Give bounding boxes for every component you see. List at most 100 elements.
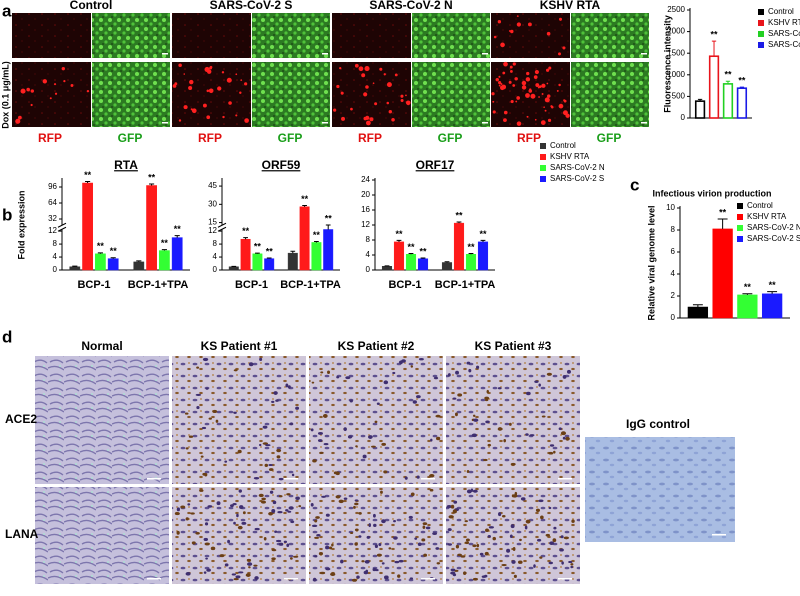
stained-nucleus	[265, 444, 271, 447]
panel-label: c	[630, 175, 639, 194]
rfp-cell	[526, 115, 529, 118]
significance-label: **	[455, 210, 463, 220]
error-bar	[136, 260, 142, 262]
rfp-cell	[516, 121, 522, 126]
rfp-cell	[541, 93, 544, 95]
row-label: ACE2	[5, 412, 37, 426]
stained-nucleus	[298, 505, 302, 508]
stained-nucleus	[319, 451, 324, 454]
rfp-cell	[363, 92, 368, 97]
stained-nucleus	[196, 366, 200, 369]
stained-nucleus	[368, 523, 371, 528]
stained-nucleus	[185, 447, 189, 450]
rfp-cell	[333, 108, 337, 112]
rfp-cell	[206, 69, 212, 74]
scale-bar	[641, 53, 647, 55]
rfp-cell	[70, 84, 74, 87]
legend-marker	[737, 203, 743, 209]
stained-nucleus	[549, 541, 555, 546]
rfp-cell	[354, 63, 359, 68]
rfp-cell	[547, 118, 552, 123]
stained-nucleus	[471, 433, 478, 438]
stained-nucleus	[276, 448, 282, 453]
rfp-cell	[503, 118, 507, 123]
y-tick-label: 2	[671, 291, 676, 300]
stained-nucleus	[472, 577, 478, 581]
bar	[465, 254, 477, 271]
stained-nucleus	[465, 538, 470, 542]
rfp-cell	[556, 89, 559, 92]
rfp-cell	[498, 75, 501, 78]
bar	[323, 229, 334, 271]
error-bar	[314, 240, 319, 243]
stained-nucleus	[436, 436, 441, 441]
rfp-image	[332, 13, 411, 58]
rfp-cell	[183, 105, 188, 110]
stained-nucleus	[484, 399, 489, 402]
axis-break	[218, 225, 340, 230]
scale-bar	[558, 478, 572, 480]
gfp-image	[412, 13, 490, 58]
significance-label: **	[738, 75, 746, 85]
bar	[737, 294, 758, 319]
rfp-cell	[372, 82, 375, 85]
error-bar	[85, 181, 91, 183]
stained-nucleus	[486, 389, 489, 394]
stained-nucleus	[328, 546, 333, 550]
y-tick-label: 12	[361, 220, 370, 229]
rfp-cell	[365, 120, 371, 126]
legend-marker	[540, 176, 546, 182]
igg-image	[585, 437, 735, 542]
chart-title: Infectious virion production	[653, 188, 772, 198]
stained-nucleus	[330, 572, 336, 577]
stained-nucleus	[388, 547, 392, 550]
rfp-cell	[500, 83, 503, 85]
stained-nucleus	[215, 419, 219, 423]
stained-nucleus	[483, 458, 488, 462]
error-bar	[97, 252, 103, 254]
rfp-cell	[534, 69, 539, 75]
rfp-cell	[202, 103, 207, 108]
stained-nucleus	[245, 573, 251, 577]
stained-nucleus	[345, 376, 351, 380]
legend-marker	[758, 20, 764, 26]
stained-nucleus	[191, 541, 196, 545]
significance-label: **	[325, 213, 333, 223]
column-header: SARS-CoV-2 N	[369, 0, 452, 12]
y-tick-label: 12	[48, 226, 57, 235]
rfp-cell	[516, 96, 520, 100]
scale-bar	[284, 578, 298, 580]
rfp-cell	[546, 31, 551, 36]
stained-nucleus	[261, 500, 266, 504]
stained-nucleus	[314, 555, 318, 558]
stained-nucleus	[460, 555, 466, 558]
bar	[761, 293, 783, 319]
rfp-cell	[244, 82, 248, 86]
significance-label: **	[744, 282, 752, 292]
stained-nucleus	[233, 411, 237, 414]
stained-nucleus	[275, 399, 279, 402]
error-bar	[767, 291, 778, 294]
y-tick-label: 45	[208, 181, 217, 190]
channel-label: RFP	[358, 131, 382, 145]
stained-nucleus	[466, 361, 471, 365]
gfp-image	[571, 62, 649, 127]
stained-nucleus	[418, 358, 424, 361]
stained-nucleus	[497, 387, 502, 390]
error-bar	[149, 183, 155, 186]
stained-nucleus	[399, 360, 403, 365]
rfp-cell	[495, 77, 499, 82]
rfp-cell	[386, 101, 390, 105]
scale-bar	[322, 53, 328, 55]
stained-nucleus	[376, 553, 382, 557]
stained-nucleus	[230, 504, 234, 508]
stained-nucleus	[295, 496, 300, 501]
bar	[311, 242, 322, 271]
rfp-cell	[526, 71, 530, 76]
stained-nucleus	[534, 380, 539, 384]
rfp-cell	[391, 118, 395, 122]
significance-label: **	[719, 207, 727, 217]
legend-marker	[758, 9, 764, 15]
stained-nucleus	[488, 526, 494, 529]
rfp-cell	[221, 71, 225, 74]
